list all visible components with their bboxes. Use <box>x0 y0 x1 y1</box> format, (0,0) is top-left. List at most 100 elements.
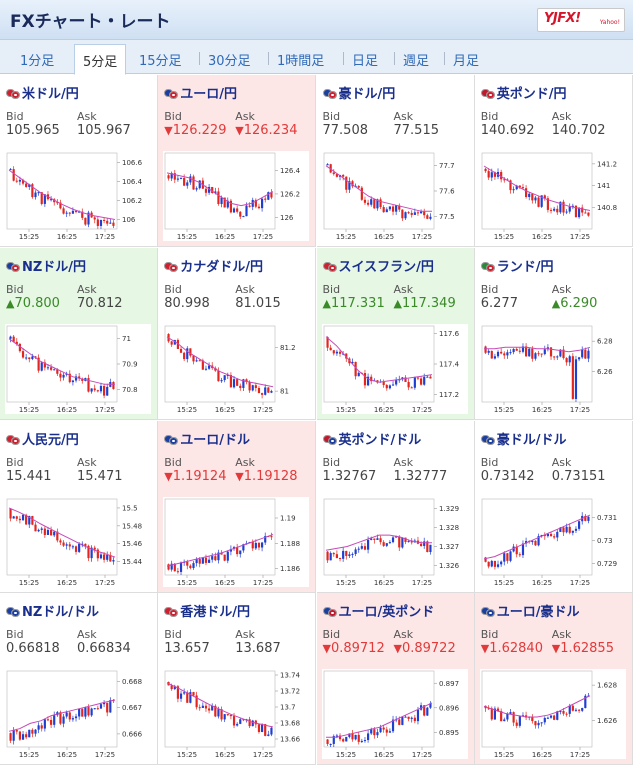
tab-30min[interactable]: 30分足 <box>208 54 251 69</box>
moving-average-line <box>8 338 115 385</box>
candle-down <box>325 336 329 348</box>
currency-pair-link[interactable]: NZドル/ドル <box>6 601 99 620</box>
rate-card[interactable]: 米ドル/円 Bid Ask 105.965 105.967 15:25 16:25 17:25… <box>0 75 158 247</box>
currency-pair-link[interactable]: 英ポンド/円 <box>480 83 567 102</box>
moving-average-line <box>167 533 274 567</box>
currency-pair-link[interactable]: ユーロ/ドル <box>164 429 250 448</box>
ask-label: Ask <box>77 455 97 469</box>
candle-down <box>177 686 180 699</box>
candle-down <box>192 355 195 362</box>
currency-pair-link[interactable]: スイスフラン/円 <box>322 256 434 275</box>
candle-up <box>360 741 363 743</box>
rate-card[interactable]: ユーロ/ドル Bid Ask ▼1.19124 ▼1.19128 15:25 16:25 17… <box>158 420 317 593</box>
candle-down <box>25 734 28 738</box>
bid-label: Bid <box>6 282 24 296</box>
tab-monthly[interactable]: 月足 <box>453 54 480 69</box>
price-chart[interactable]: 15:25 16:25 17:25 15.5 15.48 15.46 15.44 <box>5 496 151 587</box>
price-chart[interactable]: 15:25 16:25 17:25 141.2 141 140.8 <box>479 151 626 241</box>
tab-5min[interactable]: 5分足 <box>74 44 127 75</box>
candle-down <box>518 185 521 188</box>
bid-label: Bid <box>164 110 182 123</box>
currency-pair-link[interactable]: カナダドル/円 <box>164 256 263 275</box>
ask-label: Ask <box>393 628 414 642</box>
currency-pair-link[interactable]: ランド/円 <box>480 256 554 275</box>
rate-card[interactable]: 人民元/円 Bid Ask 15.441 15.471 15:25 16:25 17:25 15… <box>0 420 158 593</box>
candle-down <box>217 191 220 204</box>
y-tick-label: 13.68 <box>280 720 300 728</box>
x-tick-label: 17:25 <box>95 233 115 241</box>
candle-down <box>211 186 214 194</box>
currency-pair-link[interactable]: 豪ドル/ドル <box>480 429 567 448</box>
price-chart[interactable]: 15:25 16:25 17:25 6.28 6.26 <box>479 323 626 414</box>
rate-card[interactable]: 英ポンド/円 Bid Ask 140.692 140.702 15:25 16:25 17:2… <box>474 75 633 247</box>
currency-pair-link[interactable]: NZドル/円 <box>6 256 86 275</box>
tab-1hour[interactable]: 1時間足 <box>277 54 325 69</box>
candle-up <box>9 336 12 339</box>
rate-card[interactable]: 豪ドル/円 Bid Ask 77.508 77.515 15:25 16:25 17:25 77… <box>316 75 475 247</box>
tab-weekly[interactable]: 週足 <box>403 54 430 69</box>
currency-pair-link[interactable]: 香港ドル/円 <box>164 601 250 620</box>
rate-card[interactable]: スイスフラン/円 Bid Ask ▲117.331 ▲117.349 15:25 16:25… <box>316 247 475 420</box>
price-chart[interactable]: 15:25 16:25 17:25 0.668 0.667 0.666 <box>5 669 151 760</box>
tab-15min[interactable]: 15分足 <box>139 54 182 69</box>
price-chart[interactable]: 15:25 16:25 17:25 77.7 77.6 77.5 <box>321 151 468 241</box>
price-chart[interactable]: 15:25 16:25 17:25 81.2 81 <box>163 323 310 414</box>
candle-up <box>555 356 559 358</box>
currency-pair-link[interactable]: ユーロ/円 <box>164 83 237 102</box>
price-chart[interactable]: 15:25 16:25 17:25 1.628 1.626 <box>479 669 626 760</box>
price-chart[interactable]: 15:25 16:25 17:25 1.329 1.328 1.327 1.326 <box>321 496 468 587</box>
candle-up <box>521 543 524 555</box>
x-tick-label: 16:25 <box>532 579 552 587</box>
rate-card[interactable]: ユーロ/英ポンド Bid Ask ▼0.89712 ▼0.89722 15:25 16:25… <box>316 593 475 766</box>
rate-card[interactable]: NZドル/円 Bid Ask ▲70.800 70.812 15:25 16:25 17:25… <box>0 247 158 420</box>
currency-pair-link[interactable]: 英ポンド/ドル <box>322 429 421 448</box>
rate-card[interactable]: カナダドル/円 Bid Ask 80.998 81.015 15:25 16:25 17:25… <box>158 247 317 420</box>
yjfx-logo[interactable]: YJFX! Yahoo! <box>537 8 625 32</box>
currency-pair-link[interactable]: 米ドル/円 <box>6 83 79 102</box>
price-chart[interactable]: 15:25 16:25 17:25 71 70.9 70.8 <box>5 323 151 414</box>
currency-pair-link[interactable]: 豪ドル/円 <box>322 83 395 102</box>
rate-card[interactable]: 英ポンド/ドル Bid Ask 1.32767 1.32777 15:25 16:25 17:… <box>316 420 475 593</box>
y-tick-label: 13.72 <box>280 688 300 696</box>
rate-card[interactable]: NZドル/ドル Bid Ask 0.66818 0.66834 15:25 16:25 17:… <box>0 593 158 766</box>
currency-pair-link[interactable]: ユーロ/英ポンド <box>322 601 434 620</box>
pair-name: ユーロ/ドル <box>180 432 250 448</box>
candle-down <box>81 211 84 218</box>
flag-icon <box>6 89 20 99</box>
price-chart[interactable]: 15:25 16:25 17:25 117.6 117.4 117.2 <box>321 323 468 414</box>
candle-down <box>382 381 385 385</box>
rate-card[interactable]: 香港ドル/円 Bid Ask 13.657 13.687 15:25 16:25 17:25 1… <box>158 593 317 766</box>
price-chart[interactable]: 15:25 16:25 17:25 0.897 0.896 0.895 <box>321 669 468 760</box>
currency-pair-link[interactable]: ユーロ/豪ドル <box>480 601 580 620</box>
currency-pair-link[interactable]: 人民元/円 <box>6 429 79 448</box>
candle-up <box>496 351 499 357</box>
candle-up <box>537 535 540 545</box>
candle-up <box>109 700 112 713</box>
tab-daily[interactable]: 日足 <box>352 54 379 69</box>
rate-card[interactable]: 豪ドル/ドル Bid Ask 0.73142 0.73151 15:25 16:25 17:2… <box>474 420 633 593</box>
y-tick-label: 141 <box>597 182 610 190</box>
candle-up <box>416 709 419 722</box>
price-chart[interactable]: 15:25 16:25 17:25 106.6 106.4 106.2 106 <box>5 151 151 241</box>
x-tick-label: 16:25 <box>373 406 393 414</box>
candle-down <box>220 552 223 555</box>
candle-up <box>93 708 96 710</box>
tab-1min[interactable]: 1分足 <box>20 54 55 69</box>
candle-up <box>183 692 186 694</box>
candle-down <box>167 563 170 570</box>
candle-up <box>62 374 65 378</box>
bid-label: Bid <box>6 628 24 642</box>
price-chart[interactable]: 15:25 16:25 17:25 1.19 1.188 1.186 <box>163 496 310 587</box>
rate-card[interactable]: ユーロ/豪ドル Bid Ask ▼1.62840 ▼1.62855 15:25 16:25 1… <box>474 593 633 766</box>
rate-card[interactable]: ユーロ/円 Bid Ask ▼126.229 ▼126.234 15:25 16:25 17:… <box>158 75 317 247</box>
price-chart[interactable]: 15:25 16:25 17:25 0.731 0.73 0.729 <box>479 496 626 587</box>
candle-down <box>549 347 552 357</box>
candle-up <box>329 552 332 560</box>
ask-value: 70.812 <box>77 296 123 311</box>
quote-flag-icon <box>327 91 337 99</box>
price-chart[interactable]: 15:25 16:25 17:25 126.4 126.2 126 <box>163 151 310 241</box>
tab-separator <box>444 52 445 65</box>
price-chart[interactable]: 15:25 16:25 17:25 13.74 13.72 13.7 13.68 13.66 <box>163 669 310 760</box>
candle-up <box>34 192 37 198</box>
rate-card[interactable]: ランド/円 Bid Ask 6.277 ▲6.290 15:25 16:25 17:25 6.2… <box>474 247 633 420</box>
